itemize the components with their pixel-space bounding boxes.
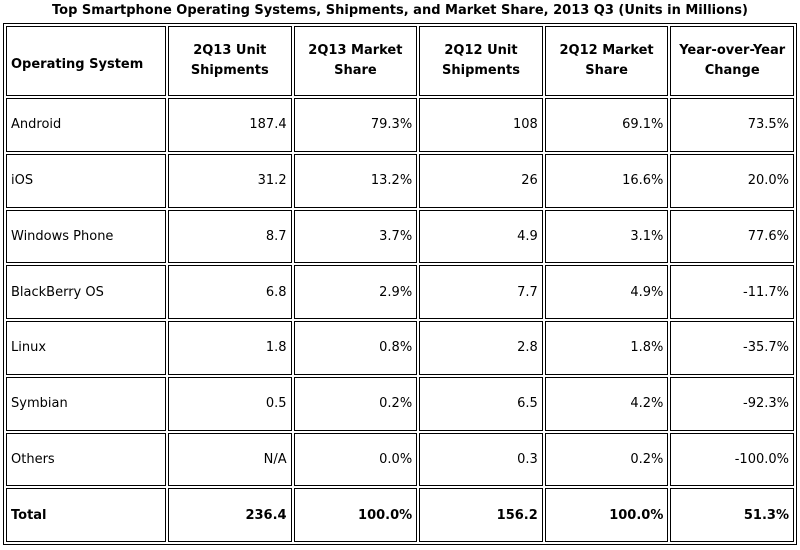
total-value-cell: 156.2	[419, 488, 543, 542]
os-name-cell: Windows Phone	[6, 209, 166, 264]
os-name-cell: Android	[6, 98, 166, 152]
value-cell: 6.8	[168, 265, 292, 319]
total-row: Total 236.4 100.0% 156.2 100.0% 51.3%	[6, 488, 794, 542]
header-row: Operating System 2Q13 Unit Shipments 2Q1…	[6, 26, 794, 96]
table-row: Windows Phone 8.7 3.7% 4.9 3.1% 77.6%	[6, 209, 794, 264]
column-header: 2Q13 Unit Shipments	[168, 26, 292, 96]
value-cell: 4.9	[419, 209, 543, 264]
value-cell: 79.3%	[293, 98, 418, 152]
column-header: 2Q13 Market Share	[293, 26, 418, 96]
value-cell: 4.2%	[544, 376, 669, 431]
value-cell: 73.5%	[670, 98, 794, 152]
column-header: 2Q12 Market Share	[544, 26, 669, 96]
table-row: BlackBerry OS 6.8 2.9% 7.7 4.9% -11.7%	[6, 265, 794, 319]
value-cell: 2.9%	[293, 265, 418, 319]
value-cell: 0.5	[168, 376, 292, 431]
os-name-cell: Symbian	[6, 376, 166, 431]
value-cell: -100.0%	[670, 432, 794, 487]
value-cell: 0.2%	[544, 432, 669, 487]
os-name-cell: iOS	[6, 153, 166, 208]
column-header: Operating System	[6, 26, 166, 96]
total-value-cell: 236.4	[168, 488, 292, 542]
value-cell: -92.3%	[670, 376, 794, 431]
value-cell: -11.7%	[670, 265, 794, 319]
table-row: Linux 1.8 0.8% 2.8 1.8% -35.7%	[6, 321, 794, 375]
value-cell: 0.2%	[293, 376, 418, 431]
value-cell: 20.0%	[670, 153, 794, 208]
value-cell: 2.8	[419, 321, 543, 375]
column-header: Year-over-Year Change	[670, 26, 794, 96]
table-row: iOS 31.2 13.2% 26 16.6% 20.0%	[6, 153, 794, 208]
value-cell: 3.7%	[293, 209, 418, 264]
total-value-cell: 100.0%	[544, 488, 669, 542]
value-cell: 26	[419, 153, 543, 208]
value-cell: N/A	[168, 432, 292, 487]
os-name-cell: Linux	[6, 321, 166, 375]
value-cell: 187.4	[168, 98, 292, 152]
value-cell: -35.7%	[670, 321, 794, 375]
value-cell: 0.3	[419, 432, 543, 487]
value-cell: 8.7	[168, 209, 292, 264]
total-value-cell: 100.0%	[293, 488, 418, 542]
value-cell: 31.2	[168, 153, 292, 208]
table-row: Symbian 0.5 0.2% 6.5 4.2% -92.3%	[6, 376, 794, 431]
total-value-cell: 51.3%	[670, 488, 794, 542]
value-cell: 1.8	[168, 321, 292, 375]
value-cell: 13.2%	[293, 153, 418, 208]
value-cell: 108	[419, 98, 543, 152]
value-cell: 7.7	[419, 265, 543, 319]
value-cell: 16.6%	[544, 153, 669, 208]
value-cell: 1.8%	[544, 321, 669, 375]
os-name-cell: Others	[6, 432, 166, 487]
table-row: Others N/A 0.0% 0.3 0.2% -100.0%	[6, 432, 794, 487]
value-cell: 6.5	[419, 376, 543, 431]
total-label-cell: Total	[6, 488, 166, 542]
value-cell: 4.9%	[544, 265, 669, 319]
value-cell: 0.8%	[293, 321, 418, 375]
value-cell: 0.0%	[293, 432, 418, 487]
value-cell: 3.1%	[544, 209, 669, 264]
table-title: Top Smartphone Operating Systems, Shipme…	[52, 3, 748, 18]
value-cell: 77.6%	[670, 209, 794, 264]
value-cell: 69.1%	[544, 98, 669, 152]
table-row: Android 187.4 79.3% 108 69.1% 73.5%	[6, 98, 794, 152]
column-header: 2Q12 Unit Shipments	[419, 26, 543, 96]
os-name-cell: BlackBerry OS	[6, 265, 166, 319]
market-share-table: Operating System 2Q13 Unit Shipments 2Q1…	[3, 23, 797, 545]
